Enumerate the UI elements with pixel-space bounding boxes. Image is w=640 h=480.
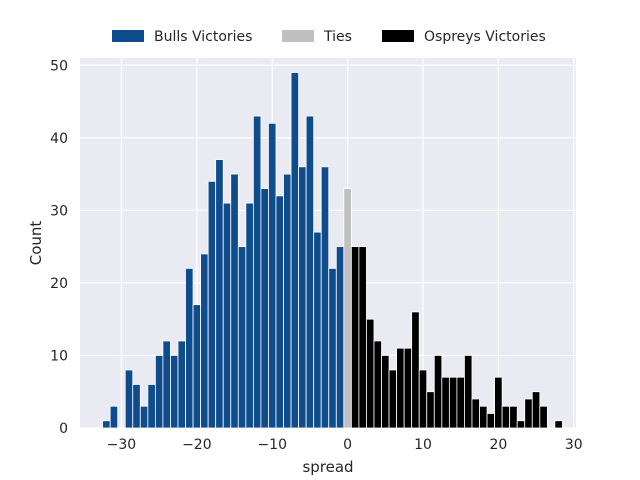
x-tick-label: 10 <box>414 437 432 453</box>
y-tick-label: 20 <box>50 276 68 292</box>
histogram-bar <box>132 384 141 429</box>
histogram-bar <box>531 391 541 429</box>
histogram-bar <box>426 391 435 429</box>
histogram-bar <box>275 195 284 429</box>
y-tick-label: 30 <box>50 203 68 219</box>
histogram-bar <box>464 355 473 429</box>
histogram-bar <box>411 311 420 429</box>
histogram-bar <box>283 173 292 429</box>
histogram-bar <box>109 405 119 429</box>
x-tick-label: 0 <box>343 437 352 453</box>
x-tick-label: 20 <box>489 437 507 453</box>
legend: Bulls Victories Ties Ospreys Victories <box>112 29 546 45</box>
histogram-bar <box>381 355 390 429</box>
histogram-bar <box>448 376 458 429</box>
histogram-bar <box>102 420 111 429</box>
histogram-bar <box>313 231 322 429</box>
histogram-bar <box>433 355 443 429</box>
histogram-bar <box>154 355 164 429</box>
histogram-bar <box>456 376 465 429</box>
x-axis-label: spread <box>302 458 353 476</box>
histogram-bar <box>237 246 247 429</box>
histogram-bar <box>147 384 156 429</box>
histogram-bar <box>554 420 563 429</box>
histogram-bar <box>298 166 307 429</box>
histogram-bar <box>170 355 179 429</box>
legend-swatch-ties <box>282 30 314 42</box>
histogram-bar <box>200 253 209 429</box>
x-tick-label: −20 <box>182 437 212 453</box>
histogram-bar <box>350 246 360 429</box>
histogram-bar <box>207 180 217 429</box>
x-tick-label: −30 <box>107 437 137 453</box>
histogram-bar <box>388 369 397 429</box>
legend-label-bulls: Bulls Victories <box>154 29 252 45</box>
histogram-bar <box>373 340 382 429</box>
legend-swatch-bulls <box>112 30 144 42</box>
histogram-bar <box>305 115 315 429</box>
bars <box>102 72 563 429</box>
histogram-bar <box>252 115 262 429</box>
histogram-bar <box>539 405 548 429</box>
y-axis-label: Count <box>27 221 45 266</box>
histogram-bar <box>328 267 337 429</box>
histogram-bar <box>479 405 488 429</box>
histogram-bar <box>177 340 186 429</box>
histogram-bar <box>124 369 134 429</box>
x-tick-label: −10 <box>257 437 287 453</box>
histogram-bar <box>185 267 194 429</box>
histogram-bar <box>139 405 149 429</box>
histogram-bar <box>320 166 330 429</box>
histogram-bar <box>335 246 345 429</box>
histogram-bar <box>486 413 495 429</box>
histogram-bar <box>524 398 533 429</box>
y-tick-label: 50 <box>50 58 68 74</box>
histogram-bar <box>366 318 375 429</box>
y-tick-label: 10 <box>50 348 68 364</box>
legend-label-ospreys: Ospreys Victories <box>424 29 546 45</box>
histogram-bar <box>290 72 300 429</box>
histogram-bar <box>268 122 277 429</box>
histogram-bar <box>441 376 450 429</box>
histogram-bar <box>516 420 526 429</box>
legend-swatch-ospreys <box>382 30 414 42</box>
histogram-bar <box>501 405 511 429</box>
tick-labels: −30 −20 −10 0 10 20 30 0 10 20 30 40 50 <box>50 58 582 453</box>
histogram-bar <box>509 405 518 429</box>
histogram-bar <box>358 246 367 429</box>
histogram-bar <box>343 188 352 429</box>
legend-label-ties: Ties <box>323 29 352 45</box>
histogram-bar <box>418 369 428 429</box>
histogram-bar <box>396 347 405 429</box>
histogram-bar <box>192 304 202 429</box>
histogram-bar <box>471 398 480 429</box>
histogram-bar <box>245 202 254 429</box>
histogram-bar <box>494 376 503 429</box>
y-tick-label: 0 <box>59 421 68 437</box>
histogram-bar <box>162 340 171 429</box>
histogram-bar <box>403 347 413 429</box>
histogram-bar <box>222 202 232 429</box>
histogram-bar <box>230 173 239 429</box>
histogram-bar <box>260 188 269 429</box>
x-tick-label: 30 <box>565 437 583 453</box>
histogram-bar <box>215 159 224 429</box>
y-tick-label: 40 <box>50 131 68 147</box>
